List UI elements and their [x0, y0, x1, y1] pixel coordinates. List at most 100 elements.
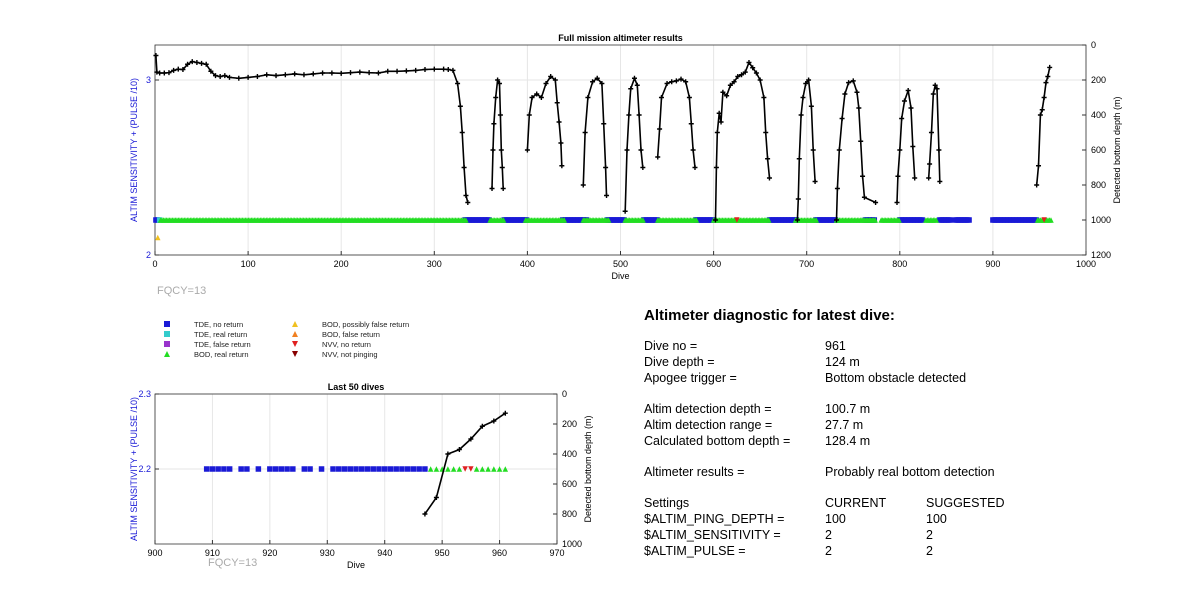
depth-line	[424, 412, 506, 515]
full-mission-chart: 0 100 200 300 400 500 600 700 800 900 1000 2 3 0 200 40…	[129, 33, 1122, 281]
legend-label: BOD, real return	[194, 350, 249, 359]
marker-square	[399, 466, 405, 472]
depth-point	[524, 147, 530, 153]
depth-point	[636, 112, 642, 118]
depth-point	[860, 173, 866, 179]
depth-point	[927, 161, 933, 167]
depth-point	[222, 73, 228, 79]
depth-point	[529, 95, 535, 100]
depth-point	[433, 495, 439, 500]
depth-point	[901, 98, 907, 104]
depth-point	[658, 95, 664, 100]
marker-square	[203, 466, 210, 472]
depth-point	[490, 147, 496, 153]
depth-point	[812, 179, 818, 184]
marker-square	[947, 217, 954, 223]
marker-square	[393, 466, 399, 472]
series-tde-no-return	[203, 466, 428, 472]
marker-triangle-up	[445, 466, 451, 472]
series-nvv-no-return	[734, 217, 1047, 223]
marker-triangle-up	[456, 466, 463, 472]
x-tick-label: 970	[549, 548, 564, 558]
marker-square	[381, 466, 388, 472]
depth-point	[622, 208, 628, 214]
marker-square	[164, 341, 170, 347]
depth-point	[498, 147, 504, 153]
depth-point	[833, 217, 839, 223]
y-right-tick-label: 600	[562, 479, 577, 489]
x-tick-label: 900	[985, 259, 1000, 269]
depth-point	[601, 121, 607, 127]
legend-label: TDE, no return	[194, 320, 244, 329]
depth-point	[154, 69, 160, 75]
marker-square	[358, 466, 365, 472]
x-tick-label: 700	[799, 259, 814, 269]
depth-point	[631, 75, 637, 81]
depth-point	[895, 173, 901, 179]
marker-square	[341, 466, 348, 472]
marker-square	[164, 331, 170, 337]
depth-point	[199, 60, 205, 66]
fqcy-label-bottom: FQCY=13	[208, 557, 258, 569]
marker-triangle-up	[605, 217, 612, 223]
y-left-axis-label: ALTIM SENSITIVITY + (PULSE /10)	[129, 397, 139, 541]
depth-point	[264, 72, 270, 78]
depth-point	[599, 81, 605, 86]
legend-symbols	[164, 321, 298, 357]
sensitivity-current: 2	[825, 528, 832, 542]
depth-point	[908, 105, 914, 111]
depth-point	[500, 186, 506, 191]
series-nvv-no-return	[462, 466, 474, 472]
legend-label: NVV, no return	[322, 340, 371, 349]
y-left-tick-label: 2	[146, 250, 151, 260]
depth-point	[746, 60, 752, 65]
depth-point	[897, 147, 903, 153]
depth-point	[166, 70, 172, 76]
depth-point	[236, 75, 242, 81]
depth-point	[604, 193, 610, 198]
depth-point	[934, 86, 940, 92]
marker-triangle-down	[292, 351, 298, 357]
dive-depth-value: 124 m	[825, 355, 860, 369]
depth-point	[552, 77, 558, 83]
marker-triangle-up	[427, 466, 434, 472]
marker-square	[290, 466, 296, 472]
depth-point	[766, 175, 772, 181]
y-right-tick-label: 800	[562, 509, 577, 519]
x-tick-label: 800	[892, 259, 907, 269]
diagnostic-title: Altimeter diagnostic for latest dive:	[644, 307, 895, 324]
marker-square	[410, 466, 417, 472]
depth-point	[534, 91, 540, 97]
depth-point	[445, 451, 451, 457]
depth-point	[431, 66, 437, 72]
depth-point	[912, 175, 918, 181]
depth-point	[638, 147, 644, 153]
x-tick-label: 950	[435, 548, 450, 558]
depth-point	[554, 100, 560, 106]
marker-square	[370, 466, 376, 472]
depth-point	[208, 68, 214, 74]
depth-point	[217, 74, 223, 79]
marker-square	[267, 466, 273, 472]
depth-point	[894, 200, 900, 205]
x-tick-label: 1000	[1076, 259, 1096, 269]
depth-point	[310, 71, 316, 77]
x-tick-label: 900	[147, 548, 162, 558]
depth-point	[385, 68, 391, 74]
altim-range-label: Altim detection range =	[644, 418, 773, 432]
results-label: Altimeter results =	[644, 465, 745, 479]
legend-label: BOD, false return	[322, 330, 380, 339]
y-right-tick-label: 400	[562, 449, 577, 459]
marker-triangle-up	[164, 351, 170, 357]
x-tick-label: 400	[520, 259, 535, 269]
depth-point	[806, 77, 812, 83]
ping-depth-suggested: 100	[926, 512, 947, 526]
depth-point	[763, 130, 769, 135]
depth-point	[673, 78, 679, 84]
marker-triangle-up	[496, 466, 503, 472]
depth-point	[657, 126, 663, 132]
depth-point	[753, 70, 759, 76]
marker-square	[422, 466, 428, 472]
depth-point	[338, 70, 344, 76]
